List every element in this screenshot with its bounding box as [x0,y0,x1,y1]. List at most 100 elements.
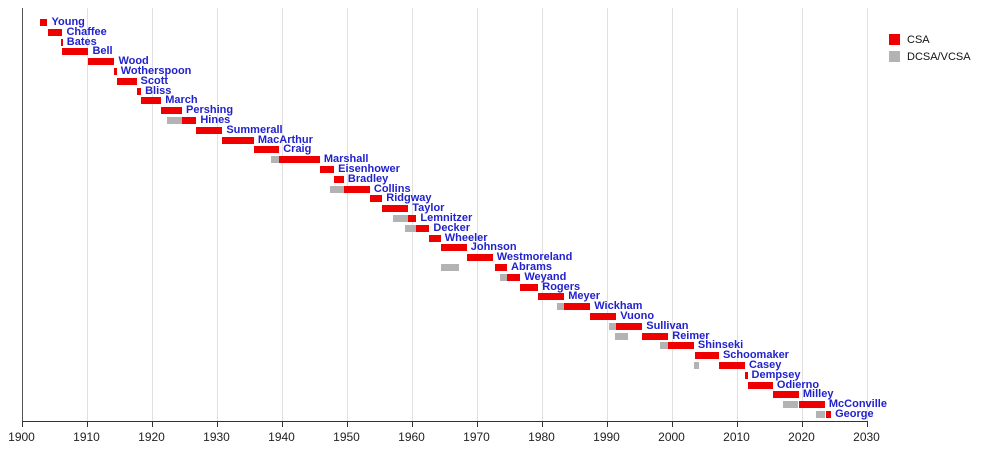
axis-tick-1990 [606,421,608,427]
csa-bar [279,156,320,164]
person-label-bliss[interactable]: Bliss [145,84,172,97]
axis-tick-label-1950: 1950 [333,430,360,444]
vcsa-bar [329,185,344,193]
person-label-casey[interactable]: Casey [748,359,782,371]
person-label-westmoreland[interactable]: Westmoreland [496,251,573,264]
person-label-bradley[interactable]: Bradley [347,172,389,185]
axis-tick-2010 [736,421,738,427]
axis-tick-1920 [151,421,153,427]
gridline-1960 [411,8,413,421]
person-label-marshall[interactable]: Marshall [323,153,369,166]
person-label-mcconville[interactable]: McConville [828,398,887,411]
person-label-wheeler[interactable]: Wheeler [444,231,488,244]
vcsa-bar [405,224,417,232]
vcsa-bar [614,332,628,340]
axis-tick-label-1980: 1980 [528,430,555,444]
csa-bar [564,303,591,311]
axis-tick-label-1990: 1990 [593,430,620,444]
axis-tick-2000 [671,421,673,427]
csa-bar [136,87,142,95]
person-label-eisenhower[interactable]: Eisenhower [338,163,400,175]
person-label-taylor[interactable]: Taylor [412,202,445,215]
axis-tick-label-2010: 2010 [723,430,750,444]
csa-bar [429,234,441,242]
csa-bar [520,283,539,291]
vcsa-bar [557,303,564,311]
person-label-george[interactable]: George [835,408,874,420]
gridline-1980 [541,8,543,421]
person-label-odierno[interactable]: Odierno [776,378,820,391]
csa-bar [319,166,335,173]
csa-bar [718,362,745,369]
person-label-vuono[interactable]: Vuono [620,310,655,322]
axis-tick-label-2020: 2020 [788,430,815,444]
axis-tick-label-1940: 1940 [268,430,295,444]
csa-bar [343,185,370,193]
axis-tick-1940 [281,421,283,427]
axis-tick-label-2000: 2000 [658,430,685,444]
axis-tick-1930 [216,421,218,427]
axis-tick-1960 [411,421,413,427]
person-label-bell[interactable]: Bell [92,45,113,58]
person-label-lemnitzer[interactable]: Lemnitzer [420,212,473,224]
x-axis-line [21,421,867,422]
person-label-schoomaker[interactable]: Schoomaker [722,349,789,362]
person-label-wood[interactable]: Wood [118,55,149,68]
csa-bar [196,126,223,134]
csa-bar [40,19,48,26]
person-label-sullivan[interactable]: Sullivan [646,319,689,332]
person-label-summerall[interactable]: Summerall [226,123,283,136]
axis-tick-label-1900: 1900 [8,430,35,444]
person-label-shinseki[interactable]: Shinseki [697,339,744,352]
csa-bar [440,244,467,252]
axis-tick-2030 [866,421,868,427]
person-label-march[interactable]: March [165,94,198,107]
csa-bar [47,28,63,36]
axis-tick-label-1920: 1920 [138,430,165,444]
person-label-bates[interactable]: Bates [66,35,97,48]
gridline-2000 [671,8,673,421]
csa-bar [507,273,521,281]
csa-bar [772,391,799,399]
person-label-collins[interactable]: Collins [373,182,411,195]
axis-tick-1910 [86,421,88,427]
axis-tick-label-1930: 1930 [203,430,230,444]
person-label-young[interactable]: Young [51,16,85,28]
csa-bar [798,401,825,409]
gridline-1990 [606,8,608,421]
vcsa-bar [393,215,408,222]
gridline-2020 [801,8,803,421]
person-label-chaffee[interactable]: Chaffee [66,25,107,38]
person-label-pershing[interactable]: Pershing [186,104,234,117]
vcsa-bar [271,156,279,164]
person-label-scott[interactable]: Scott [140,74,169,87]
csa-bar [114,68,117,75]
person-label-wotherspoon[interactable]: Wotherspoon [120,65,192,77]
csa-bar [88,58,115,66]
person-label-milley[interactable]: Milley [802,388,834,401]
csa-bar [466,254,493,262]
gridline-1940 [281,8,283,421]
person-label-dempsey[interactable]: Dempsey [751,368,801,381]
gridline-1950 [346,8,348,421]
legend-label-dcsa-vcsa: DCSA/VCSA [907,50,971,63]
legend-label-csa: CSA [907,33,930,46]
vcsa-bar [441,264,459,271]
gridline-1910 [86,8,88,421]
vcsa-bar [609,322,616,330]
person-label-abrams[interactable]: Abrams [511,261,553,273]
vcsa-bar [693,362,699,369]
person-label-ridgway[interactable]: Ridgway [386,192,432,205]
person-label-macarthur[interactable]: MacArthur [257,133,313,146]
person-label-decker[interactable]: Decker [433,221,471,234]
person-label-reimer[interactable]: Reimer [672,329,710,342]
person-label-wickham[interactable]: Wickham [594,300,643,313]
person-label-rogers[interactable]: Rogers [542,280,581,293]
csa-bar [60,38,63,46]
person-label-meyer[interactable]: Meyer [568,290,601,303]
person-label-weyand[interactable]: Weyand [524,270,567,283]
person-label-johnson[interactable]: Johnson [470,241,517,254]
vcsa-bar [659,342,668,350]
person-label-craig[interactable]: Craig [283,143,312,156]
person-label-hines[interactable]: Hines [200,114,231,126]
